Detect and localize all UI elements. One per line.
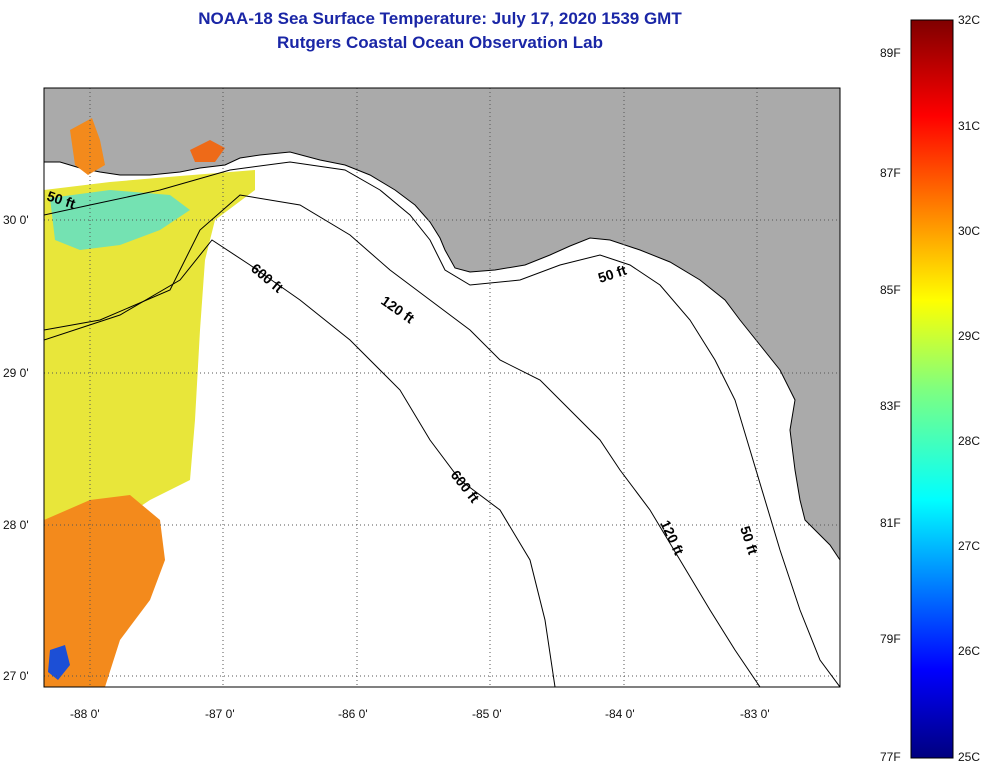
colorbar-celsius-label: 28C: [958, 434, 981, 448]
sst-swath-orange-north: [70, 118, 105, 175]
colorbar-celsius-label: 26C: [958, 644, 981, 658]
lat-label: 27 0': [3, 669, 29, 683]
colorbar: [910, 19, 954, 759]
lon-label: -85 0': [472, 707, 502, 721]
sst-cool-spot: [48, 645, 70, 680]
lon-label: -88 0': [70, 707, 100, 721]
colorbar-celsius-label: 25C: [958, 750, 981, 764]
colorbar-celsius-label: 32C: [958, 13, 981, 27]
colorbar-celsius-label: 31C: [958, 119, 981, 133]
colorbar-fahrenheit-label: 89F: [880, 46, 901, 60]
colorbar-fahrenheit-label: 81F: [880, 516, 901, 530]
contour-600ft-line: [44, 239, 556, 687]
colorbar-celsius-label: 29C: [958, 329, 981, 343]
colorbar-fahrenheit-label: 85F: [880, 283, 901, 297]
lat-label: 29 0': [3, 366, 29, 380]
map-subtitle: Rutgers Coastal Ocean Observation Lab: [277, 33, 603, 52]
sst-swath-yellow: [44, 170, 255, 687]
colorbar-celsius-label: 30C: [958, 224, 981, 238]
land-mass: [44, 88, 840, 561]
sst-swath-orange-south: [44, 495, 165, 687]
lon-label: -87 0': [205, 707, 235, 721]
contour-120ft-line: [44, 194, 761, 687]
colorbar-fahrenheit-label: 77F: [880, 750, 901, 764]
lon-label: -84 0': [605, 707, 635, 721]
lat-label: 30 0': [3, 213, 29, 227]
colorbar-fahrenheit-label: 83F: [880, 399, 901, 413]
colorbar-fahrenheit-label: 79F: [880, 632, 901, 646]
map-frame: [43, 87, 841, 688]
colorbar-fahrenheit-label: 87F: [880, 166, 901, 180]
lon-label: -86 0': [338, 707, 368, 721]
map-title: NOAA-18 Sea Surface Temperature: July 17…: [198, 9, 682, 28]
contour-50ft-line: [44, 161, 840, 687]
colorbar-celsius-label: 27C: [958, 539, 981, 553]
graticule: [44, 88, 840, 687]
sst-warm-bay: [190, 140, 225, 162]
lat-label: 28 0': [3, 518, 29, 532]
lon-label: -83 0': [740, 707, 770, 721]
